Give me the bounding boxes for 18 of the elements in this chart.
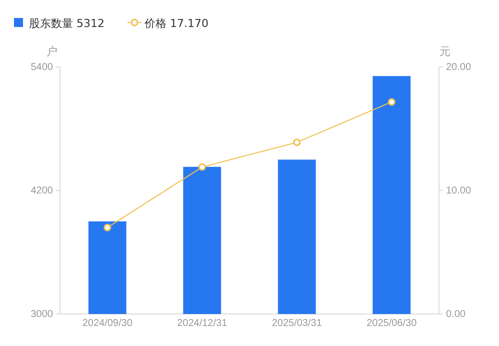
y-tick-label: 4200 bbox=[30, 186, 54, 197]
y-tick-label: 3000 bbox=[30, 309, 54, 320]
legend-label: 价格 17.170 bbox=[144, 17, 208, 30]
point bbox=[198, 163, 206, 171]
y2-axis-title: 元 bbox=[440, 45, 450, 58]
x-tick-label: 2025/06/30 bbox=[366, 318, 418, 329]
legend-label: 股东数量 5312 bbox=[29, 17, 104, 30]
y-axis-title: 户 bbox=[46, 45, 58, 58]
x-tick-label: 2024/09/30 bbox=[82, 318, 133, 329]
point bbox=[293, 138, 301, 146]
x-tick-label: 2025/03/31 bbox=[272, 318, 322, 329]
y2-tick-label: 20.00 bbox=[446, 62, 472, 74]
x-tick-label: 2024/12/31 bbox=[177, 318, 228, 329]
point bbox=[104, 224, 112, 232]
y2-tick-label: 0.00 bbox=[446, 309, 466, 320]
y-tick-label: 5400 bbox=[30, 62, 54, 74]
point bbox=[388, 98, 396, 106]
y2-tick-label: 10.00 bbox=[446, 186, 472, 197]
